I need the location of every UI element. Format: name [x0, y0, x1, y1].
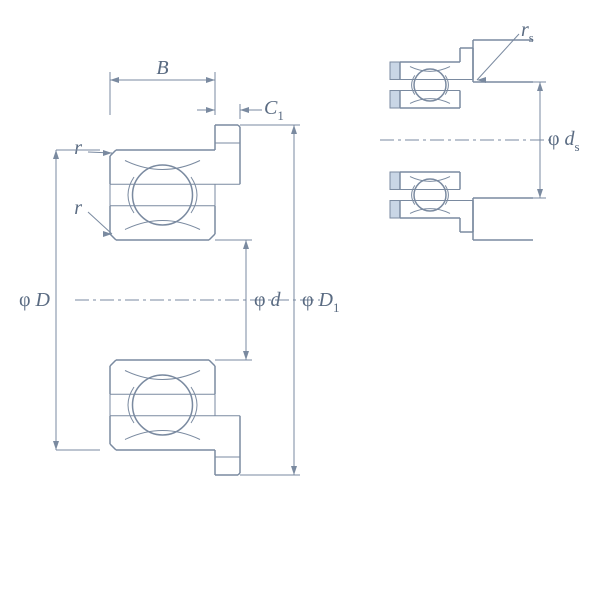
svg-text:φ ds: φ ds: [548, 128, 580, 154]
svg-text:r: r: [74, 137, 82, 159]
aux-section: [380, 40, 553, 240]
svg-text:φ D1: φ D1: [302, 289, 340, 315]
svg-text:φ D: φ D: [19, 289, 51, 311]
svg-text:r: r: [74, 197, 82, 219]
svg-text:φ d: φ d: [254, 289, 282, 311]
svg-text:C1: C1: [264, 97, 284, 123]
svg-text:B: B: [156, 57, 168, 79]
svg-text:rs: rs: [521, 19, 534, 45]
main-section: [75, 125, 320, 475]
